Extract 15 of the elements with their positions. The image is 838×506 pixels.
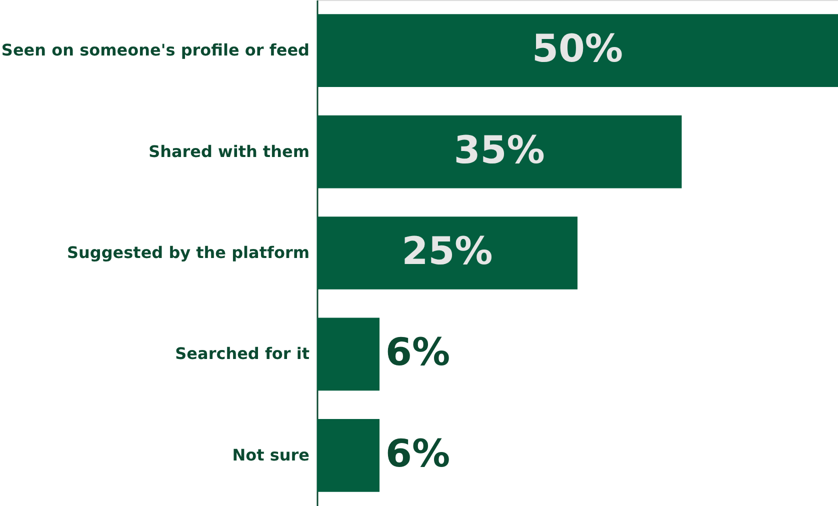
bar xyxy=(317,115,682,188)
data-label: 25% xyxy=(402,229,493,273)
data-label: 6% xyxy=(386,431,450,476)
data-label: 6% xyxy=(386,330,450,374)
bar xyxy=(317,318,380,391)
data-label: 35% xyxy=(454,128,545,172)
bar xyxy=(317,14,838,88)
data-label: 50% xyxy=(532,26,623,71)
y-tick-label: Seen on someone's profile or feed xyxy=(1,40,310,60)
y-tick-label: Not sure xyxy=(232,445,310,464)
y-tick-label: Searched for it xyxy=(175,344,310,364)
y-tick-label: Suggested by the platform xyxy=(66,243,310,262)
bar xyxy=(317,418,380,492)
bar xyxy=(317,216,578,290)
y-tick-label: Shared with them xyxy=(148,142,310,161)
